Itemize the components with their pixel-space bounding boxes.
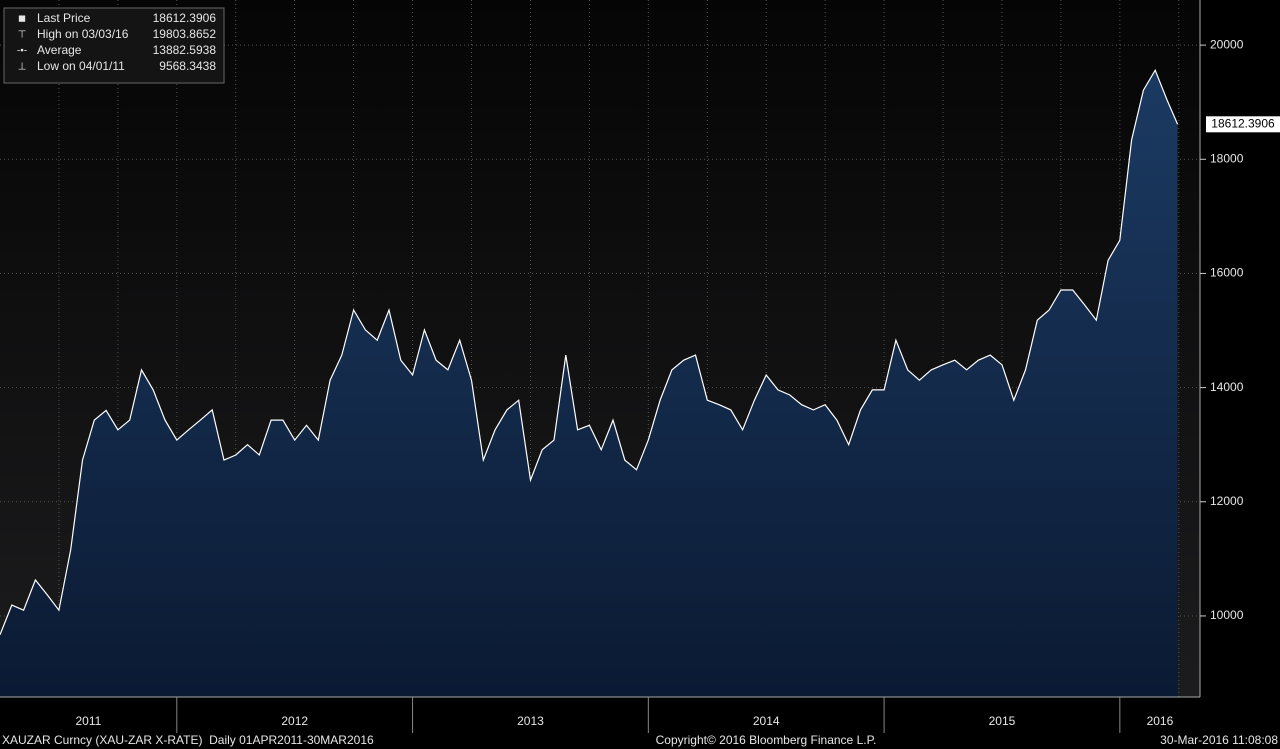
x-tick-label: 2011: [76, 714, 102, 728]
y-tick-label: 18000: [1210, 151, 1244, 165]
x-tick-label: 2012: [281, 714, 308, 728]
x-tick-label: 2015: [989, 714, 1016, 728]
legend-value: 13882.5938: [153, 43, 217, 57]
footer-left: XAUZAR Curncy (XAU-ZAR X-RATE) Daily 01A…: [2, 733, 374, 747]
y-tick-label: 12000: [1210, 494, 1244, 508]
legend-value: 19803.8652: [153, 27, 217, 41]
legend-label: Average: [37, 43, 82, 57]
area: [0, 70, 1178, 697]
legend-icon: ■: [18, 10, 26, 25]
legend-label: Low on 04/01/11: [37, 59, 125, 73]
price-line: [0, 68, 1179, 636]
legend-icon: -•-: [17, 46, 27, 57]
y-tick-label: 10000: [1210, 608, 1244, 622]
last-price-tag-label: 18612.3906: [1211, 116, 1275, 130]
legend-icon: ⊥: [18, 62, 27, 73]
y-tick-label: 20000: [1210, 37, 1244, 51]
y-tick-label: 14000: [1210, 380, 1244, 394]
legend-box: [3, 7, 225, 84]
x-tick-label: 2013: [517, 714, 544, 728]
legend-value: 9568.3438: [159, 59, 216, 73]
footer-right: 30-Mar-2016 11:08:08: [1160, 733, 1278, 747]
last-price-tag: [1206, 116, 1280, 133]
legend-label: High on 03/03/16: [37, 27, 129, 41]
footer-center: Copyright© 2016 Bloomberg Finance L.P.: [656, 733, 877, 747]
legend-label: Last Price: [37, 11, 91, 25]
x-tick-label: 2014: [753, 714, 780, 728]
legend-value: 18612.3906: [153, 11, 217, 25]
legend-icon: ⊤: [18, 30, 27, 41]
y-tick-label: 16000: [1210, 266, 1244, 280]
x-tick-label: 2016: [1147, 714, 1174, 728]
